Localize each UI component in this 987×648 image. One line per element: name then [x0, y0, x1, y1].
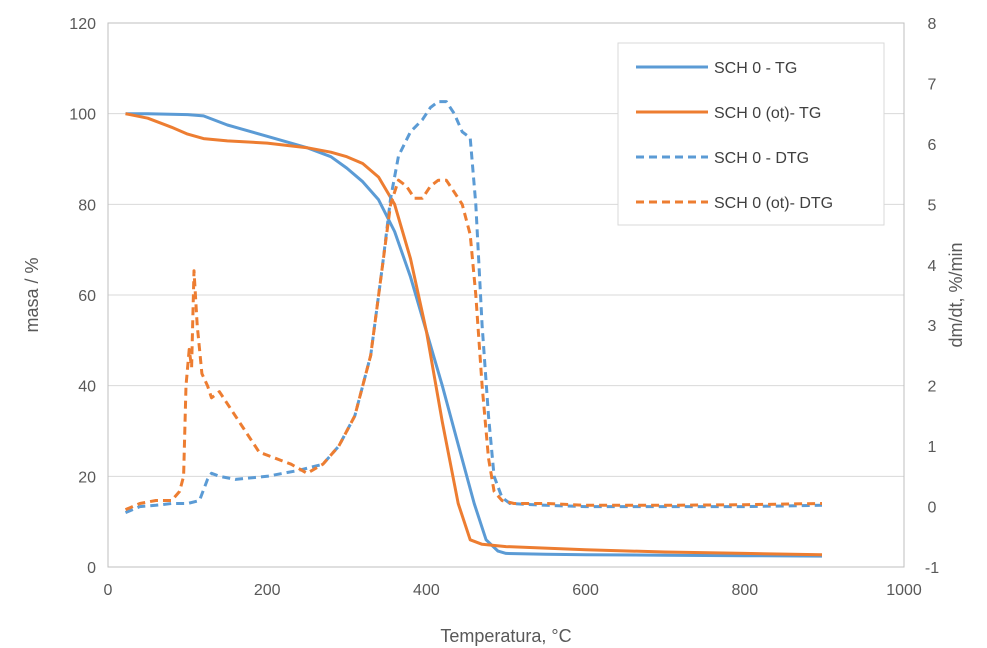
y-tick-label: 0: [87, 560, 96, 577]
y2-tick-label: 5: [928, 197, 937, 214]
y-axis-ticks: 0 20 40 60 80 100 120: [69, 16, 96, 577]
y2-tick-label: -1: [925, 560, 939, 577]
legend-label: SCH 0 (ot)- TG: [714, 105, 821, 122]
y2-tick-label: 4: [928, 258, 937, 275]
y-axis-title: masa / %: [22, 257, 42, 332]
legend-label: SCH 0 (ot)- DTG: [714, 195, 833, 212]
y2-tick-label: 1: [928, 439, 937, 456]
x-tick-label: 400: [413, 582, 440, 599]
y2-tick-label: 8: [928, 16, 937, 33]
y2-tick-label: 2: [928, 379, 937, 396]
x-tick-label: 800: [731, 582, 758, 599]
series-line: [125, 112, 823, 558]
x-tick-label: 200: [254, 582, 281, 599]
series-line: [124, 178, 823, 511]
x-tick-label: 0: [104, 582, 113, 599]
legend-box: [617, 42, 885, 226]
x-axis-title: Temperatura, °C: [440, 626, 571, 646]
y-tick-label: 80: [78, 197, 96, 214]
y-tick-label: 40: [78, 379, 96, 396]
series-line: [124, 100, 823, 514]
plot-area: [107, 22, 905, 568]
legend-label: SCH 0 - TG: [714, 60, 797, 77]
y2-axis-ticks: -1 0 1 2 3 4 5 6 7 8: [925, 16, 939, 577]
y2-tick-label: 0: [928, 500, 937, 517]
series-line: [125, 112, 823, 557]
y2-tick-label: 3: [928, 318, 937, 335]
x-tick-label: 1000: [886, 582, 922, 599]
x-tick-label: 600: [572, 582, 599, 599]
y-tick-label: 120: [69, 16, 96, 33]
y-tick-label: 60: [78, 288, 96, 305]
y-tick-label: 100: [69, 107, 96, 124]
legend-label: SCH 0 - DTG: [714, 150, 809, 167]
y2-tick-label: 7: [928, 76, 937, 93]
series-lines: [124, 100, 823, 558]
y2-tick-label: 6: [928, 137, 937, 154]
x-axis-ticks: 0 200 400 600 800 1000: [104, 582, 922, 599]
y2-axis-title: dm/dt, %/min: [946, 242, 966, 347]
legend: SCH 0 - TG SCH 0 (ot)- TG SCH 0 - DTG SCH 0…: [617, 42, 885, 226]
y-tick-label: 20: [78, 469, 96, 486]
